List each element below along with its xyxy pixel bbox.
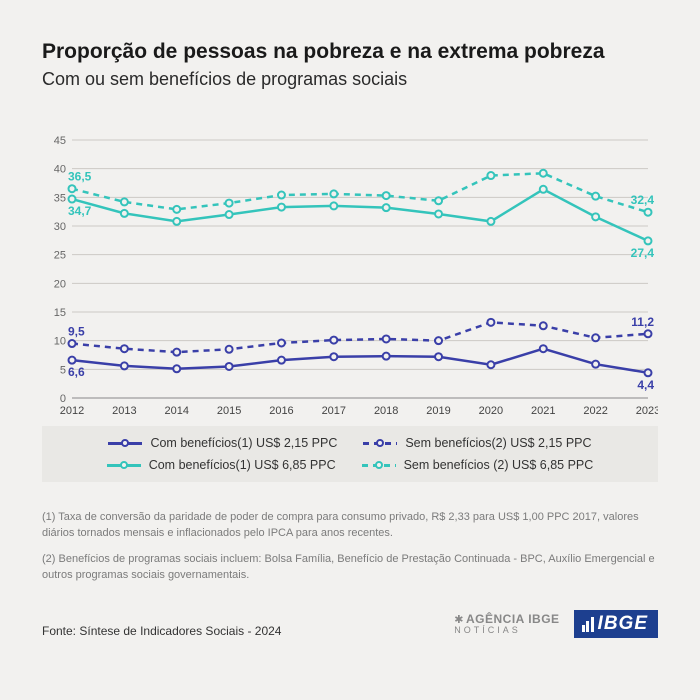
logos: ✱ AGÊNCIA IBGE NOTÍCIAS IBGE bbox=[454, 610, 658, 638]
logo-agencia-ibge: ✱ AGÊNCIA IBGE NOTÍCIAS bbox=[454, 613, 559, 635]
svg-text:10: 10 bbox=[54, 336, 66, 348]
svg-text:35: 35 bbox=[54, 193, 66, 205]
svg-text:2016: 2016 bbox=[269, 405, 293, 417]
svg-text:2019: 2019 bbox=[426, 405, 450, 417]
legend-item-com_685: Com benefícios(1) US$ 6,85 PPC bbox=[107, 458, 336, 472]
svg-text:2017: 2017 bbox=[322, 405, 346, 417]
footnotes: (1) Taxa de conversão da paridade de pod… bbox=[42, 510, 658, 584]
svg-text:36,5: 36,5 bbox=[68, 170, 92, 184]
svg-text:45: 45 bbox=[54, 135, 66, 147]
svg-text:2023: 2023 bbox=[636, 405, 658, 417]
chart-svg: 0 5 10 15 20 25 30 35 40 45 2012 2013 2014 2015 2016 20… bbox=[42, 130, 658, 420]
svg-text:2012: 2012 bbox=[60, 405, 84, 417]
svg-text:2018: 2018 bbox=[374, 405, 398, 417]
svg-text:9,5: 9,5 bbox=[68, 325, 85, 339]
legend-item-sem_215: Sem benefícios(2) US$ 2,15 PPC bbox=[363, 436, 591, 450]
logo-ibge: IBGE bbox=[574, 610, 658, 638]
svg-text:30: 30 bbox=[54, 221, 66, 233]
svg-text:2014: 2014 bbox=[164, 405, 188, 417]
svg-text:6,6: 6,6 bbox=[68, 365, 85, 379]
svg-text:20: 20 bbox=[54, 279, 66, 291]
page-subtitle: Com ou sem benefícios de programas socia… bbox=[42, 69, 658, 90]
svg-text:11,2: 11,2 bbox=[631, 315, 654, 329]
legend-item-com_215: Com benefícios(1) US$ 2,15 PPC bbox=[108, 436, 337, 450]
svg-text:34,7: 34,7 bbox=[68, 204, 92, 218]
source-text: Fonte: Síntese de Indicadores Sociais - … bbox=[42, 624, 281, 638]
svg-text:2015: 2015 bbox=[217, 405, 241, 417]
page-title: Proporção de pessoas na pobreza e na ext… bbox=[42, 38, 658, 65]
svg-text:0: 0 bbox=[60, 393, 66, 405]
svg-text:27,4: 27,4 bbox=[631, 246, 655, 260]
svg-text:2020: 2020 bbox=[479, 405, 503, 417]
ibge-bars-icon bbox=[582, 616, 594, 632]
svg-text:4,4: 4,4 bbox=[637, 378, 654, 392]
footer: Fonte: Síntese de Indicadores Sociais - … bbox=[42, 610, 658, 638]
svg-text:2022: 2022 bbox=[583, 405, 607, 417]
svg-text:2021: 2021 bbox=[531, 405, 555, 417]
svg-text:40: 40 bbox=[54, 164, 66, 176]
svg-text:5: 5 bbox=[60, 365, 66, 377]
svg-text:32,4: 32,4 bbox=[631, 194, 655, 208]
svg-text:2013: 2013 bbox=[112, 405, 136, 417]
line-chart: 0 5 10 15 20 25 30 35 40 45 2012 2013 2014 2015 2016 20… bbox=[42, 130, 658, 420]
legend-item-sem_685: Sem benefícios (2) US$ 6,85 PPC bbox=[362, 458, 594, 472]
footnote-1: (1) Taxa de conversão da paridade de pod… bbox=[42, 510, 658, 542]
svg-text:25: 25 bbox=[54, 250, 66, 262]
svg-text:15: 15 bbox=[54, 307, 66, 319]
legend: Com benefícios(1) US$ 2,15 PPC Sem benefí… bbox=[42, 426, 658, 482]
footnote-2: (2) Benefícios de programas sociais incl… bbox=[42, 552, 658, 584]
